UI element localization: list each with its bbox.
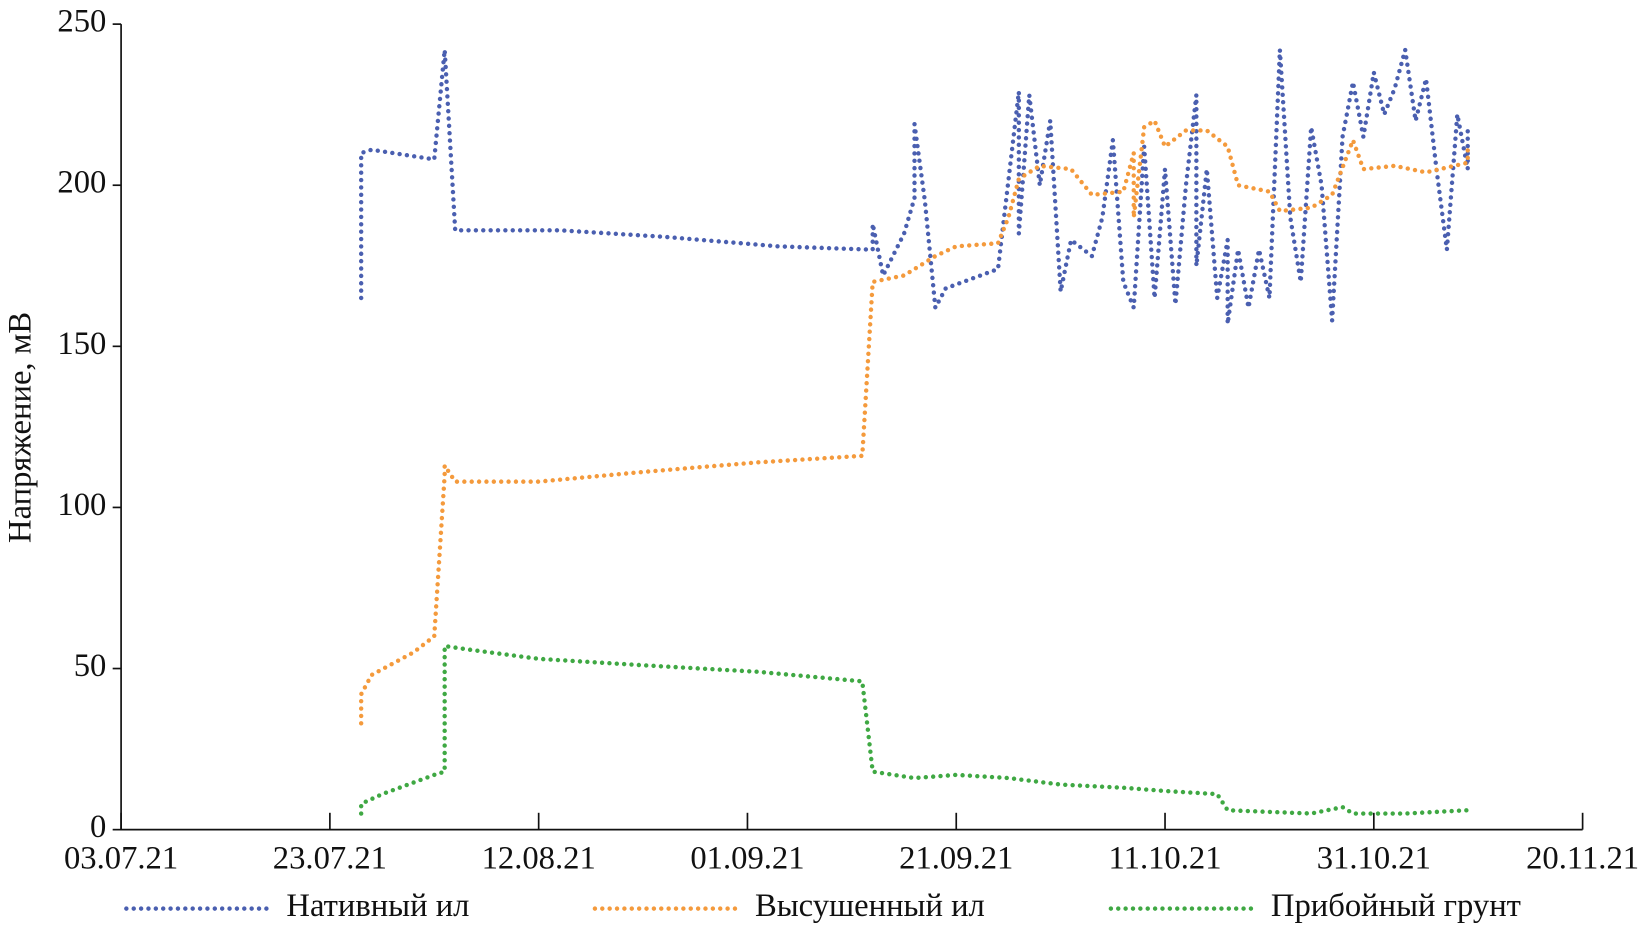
series-line (358, 47, 1470, 327)
x-tick-label: 03.07.21 (64, 841, 178, 877)
x-tick-label: 23.07.21 (273, 841, 387, 877)
x-tick-label: 20.11.21 (1526, 841, 1639, 877)
series-line (358, 118, 1470, 726)
axes (120, 24, 1583, 831)
x-tick-label: 12.08.21 (482, 841, 596, 877)
y-tick-label: 250 (57, 4, 106, 40)
x-tick-label: 21.09.21 (899, 841, 1013, 877)
y-tick-label: 200 (57, 165, 106, 201)
y-tick-label: 0 (90, 809, 106, 845)
legend-label: Прибойный грунт (1271, 888, 1521, 924)
x-tick-label: 31.10.21 (1317, 841, 1431, 877)
y-tick-label: 150 (57, 326, 106, 362)
legend-label: Нативный ил (286, 888, 469, 924)
y-tick-label: 100 (57, 487, 106, 523)
series-line (358, 643, 1470, 816)
x-tick-label: 11.10.21 (1109, 841, 1222, 877)
legend-label: Высушенный ил (755, 888, 985, 924)
y-axis-label: Напряжение, мВ (3, 312, 39, 543)
y-tick-label: 50 (74, 648, 107, 684)
x-tick-label: 01.09.21 (690, 841, 804, 877)
